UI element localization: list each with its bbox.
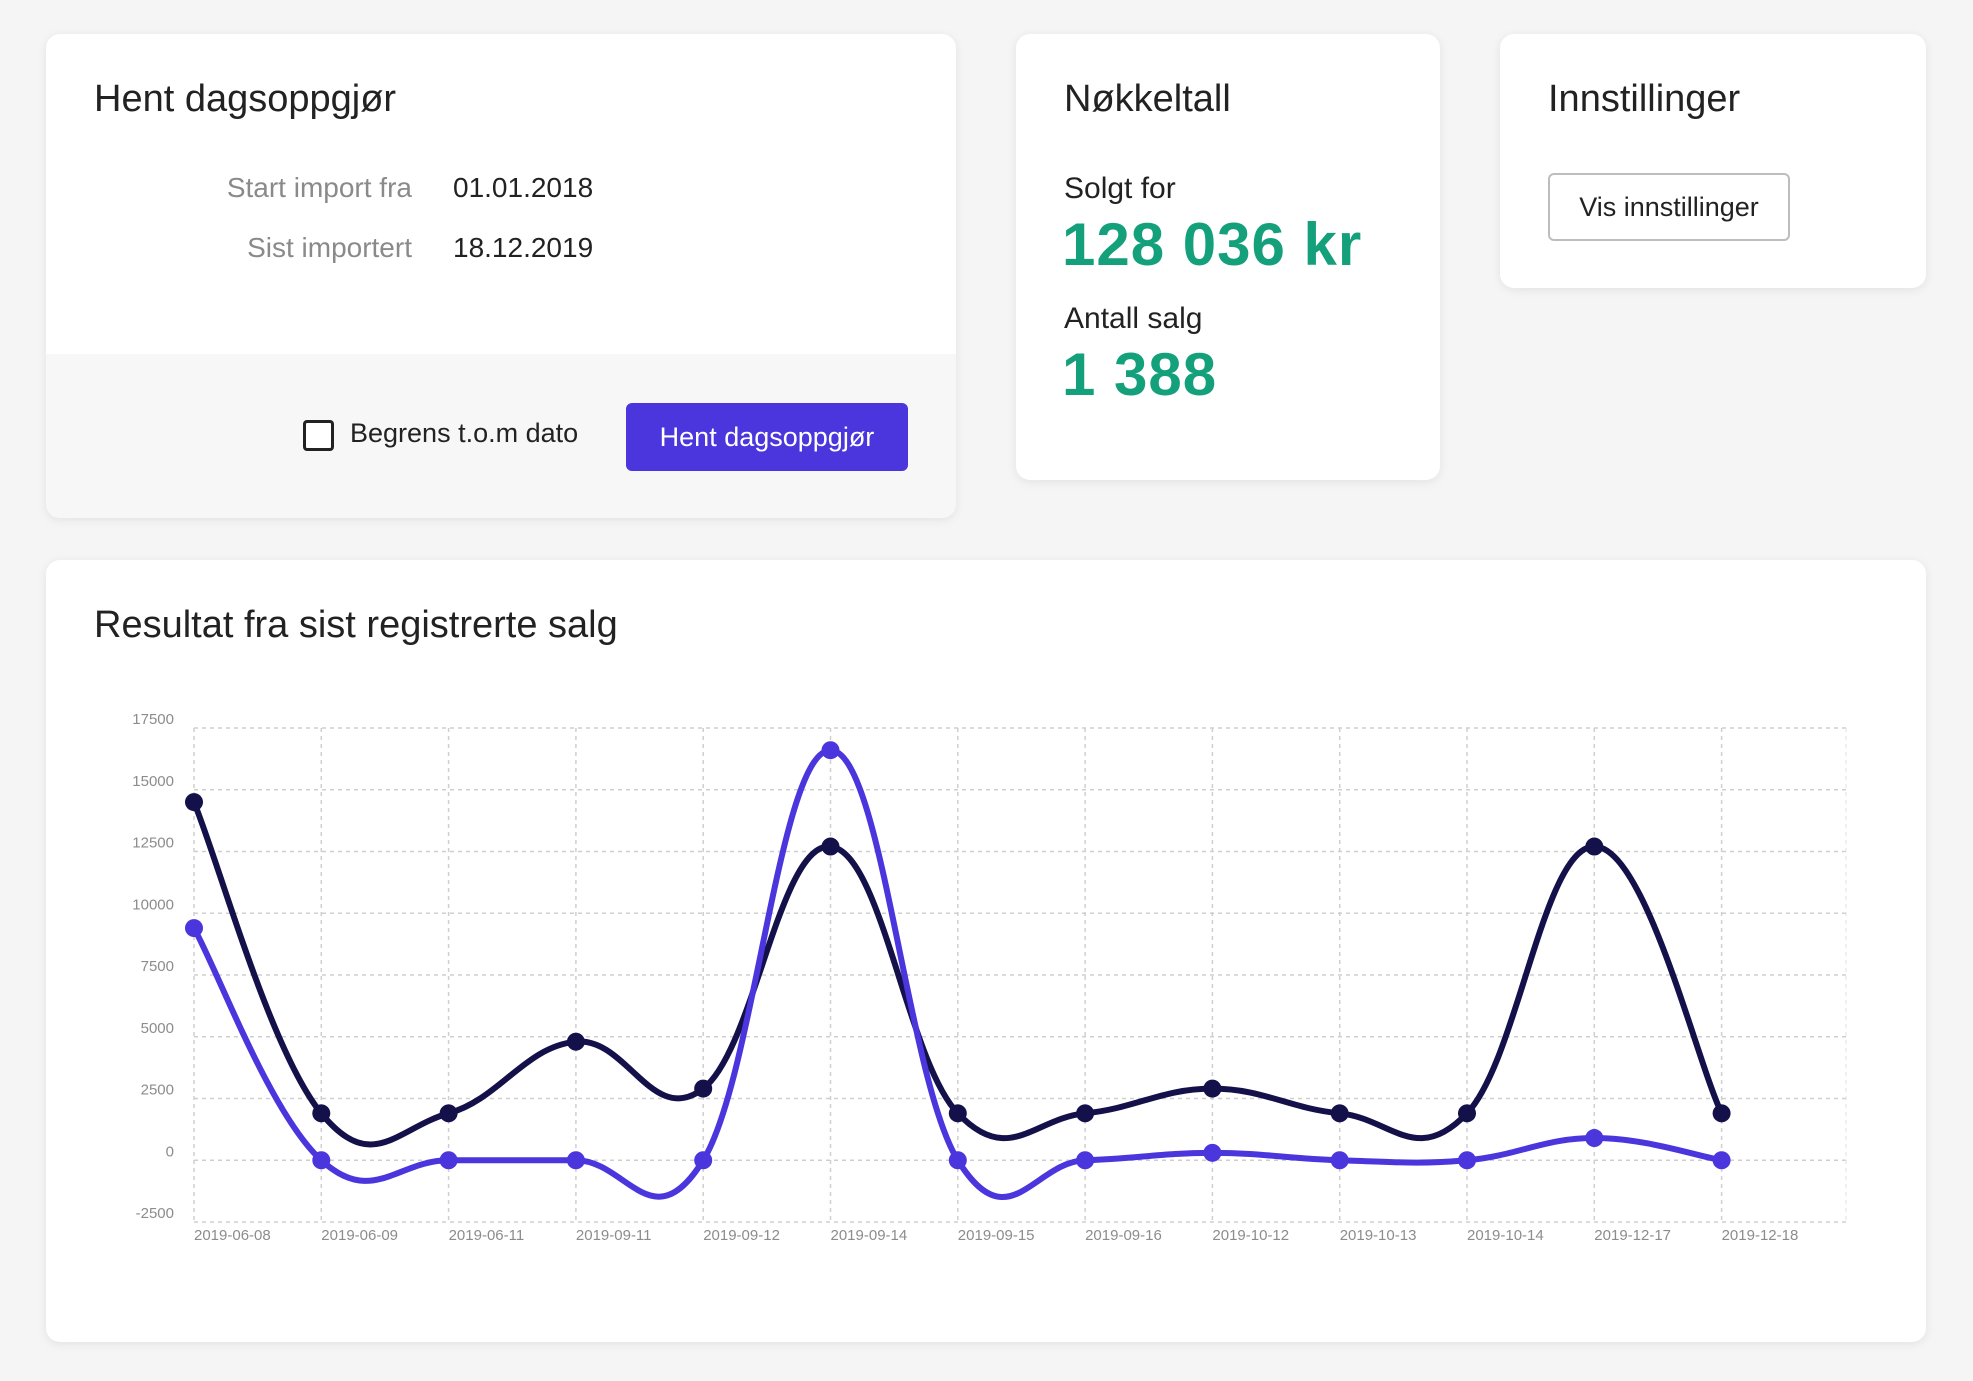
chart-card: Resultat fra sist registrerte salg 17500… [46,560,1926,1342]
data-point-2 [185,919,203,938]
key-figures-card: Nøkkeltall Solgt for 128 036 kr Antall s… [1016,34,1440,480]
x-tick-label: 2019-06-08 [194,1227,271,1244]
data-point-1 [1458,1104,1476,1123]
data-point-2 [694,1151,713,1170]
sold-for-value: 128 036 kr [1062,211,1363,278]
import-card: Hent dagsoppgjør Start import fra 01.01.… [46,34,956,518]
x-tick-label: 2019-10-12 [1212,1227,1289,1244]
data-point-2 [1458,1151,1476,1170]
series-line-1 [191,799,1725,1148]
data-point-2 [1076,1151,1095,1170]
data-point-1 [1203,1079,1222,1098]
y-tick-label: 2500 [141,1082,174,1099]
sales-count-label: Antall salg [1064,302,1203,335]
data-point-2 [1585,1129,1604,1148]
x-tick-label: 2019-06-11 [449,1227,525,1244]
y-tick-label: 17500 [132,711,174,728]
data-point-2 [439,1151,458,1170]
data-point-1 [1712,1104,1731,1123]
x-tick-label: 2019-09-12 [703,1227,780,1244]
chart-title: Resultat fra sist registrerte salg [94,604,618,646]
data-point-1 [1076,1104,1095,1123]
import-start-label: Start import fra [226,172,412,203]
y-tick-label: 5000 [141,1020,174,1037]
limit-date-checkbox-label[interactable]: Begrens t.o.m dato [350,418,579,448]
data-point-2 [948,1151,967,1170]
data-point-1 [1585,837,1604,856]
data-point-1 [566,1032,585,1051]
x-tick-label: 2019-09-16 [1085,1227,1162,1244]
data-point-1 [1330,1104,1349,1123]
sold-for-label: Solgt for [1064,172,1176,205]
y-tick-label: 0 [166,1143,174,1160]
key-figures-title: Nøkkeltall [1064,78,1231,120]
y-tick-label: 15000 [132,773,174,790]
data-point-2 [1712,1151,1731,1170]
y-tick-label: -2500 [136,1205,174,1222]
data-point-1 [185,793,203,812]
import-last-value: 18.12.2019 [453,232,594,263]
data-point-1 [948,1104,967,1123]
data-point-2 [566,1151,585,1170]
x-tick-label: 2019-09-14 [831,1227,908,1244]
data-point-2 [312,1151,331,1170]
sales-count-value: 1 388 [1062,341,1218,408]
import-start-value: 01.01.2018 [453,172,594,203]
y-tick-label: 7500 [141,958,174,975]
settings-card: Innstillinger Vis innstillinger [1500,34,1926,288]
sales-line-chart: 17500 15000 12500 10000 7500 5000 2500 0 -2500 20… [132,711,1847,1244]
limit-date-checkbox[interactable] [303,420,334,451]
x-tick-label: 2019-09-15 [958,1227,1035,1244]
data-point-1 [694,1079,713,1098]
data-point-2 [821,741,840,760]
y-tick-label: 10000 [132,896,174,913]
x-tick-label: 2019-10-13 [1340,1227,1417,1244]
import-start-row: Start import fra 01.01.2018 [46,172,956,212]
y-tick-label: 12500 [132,835,174,852]
import-card-title: Hent dagsoppgjør [94,78,397,120]
data-point-1 [439,1104,458,1123]
x-tick-label: 2019-12-17 [1594,1227,1671,1244]
data-point-1 [312,1104,331,1123]
data-point-2 [1330,1151,1349,1170]
fetch-settlement-button[interactable]: Hent dagsoppgjør [626,403,908,471]
show-settings-button[interactable]: Vis innstillinger [1548,173,1790,241]
x-tick-label: 2019-12-18 [1722,1227,1799,1244]
x-tick-label: 2019-09-11 [576,1227,652,1244]
settings-title: Innstillinger [1548,78,1741,120]
data-point-1 [821,837,840,856]
data-point-2 [1203,1143,1222,1162]
import-last-row: Sist importert 18.12.2019 [46,232,956,272]
import-last-label: Sist importert [247,232,412,263]
x-tick-label: 2019-06-09 [321,1227,398,1244]
x-tick-label: 2019-10-14 [1467,1227,1544,1244]
